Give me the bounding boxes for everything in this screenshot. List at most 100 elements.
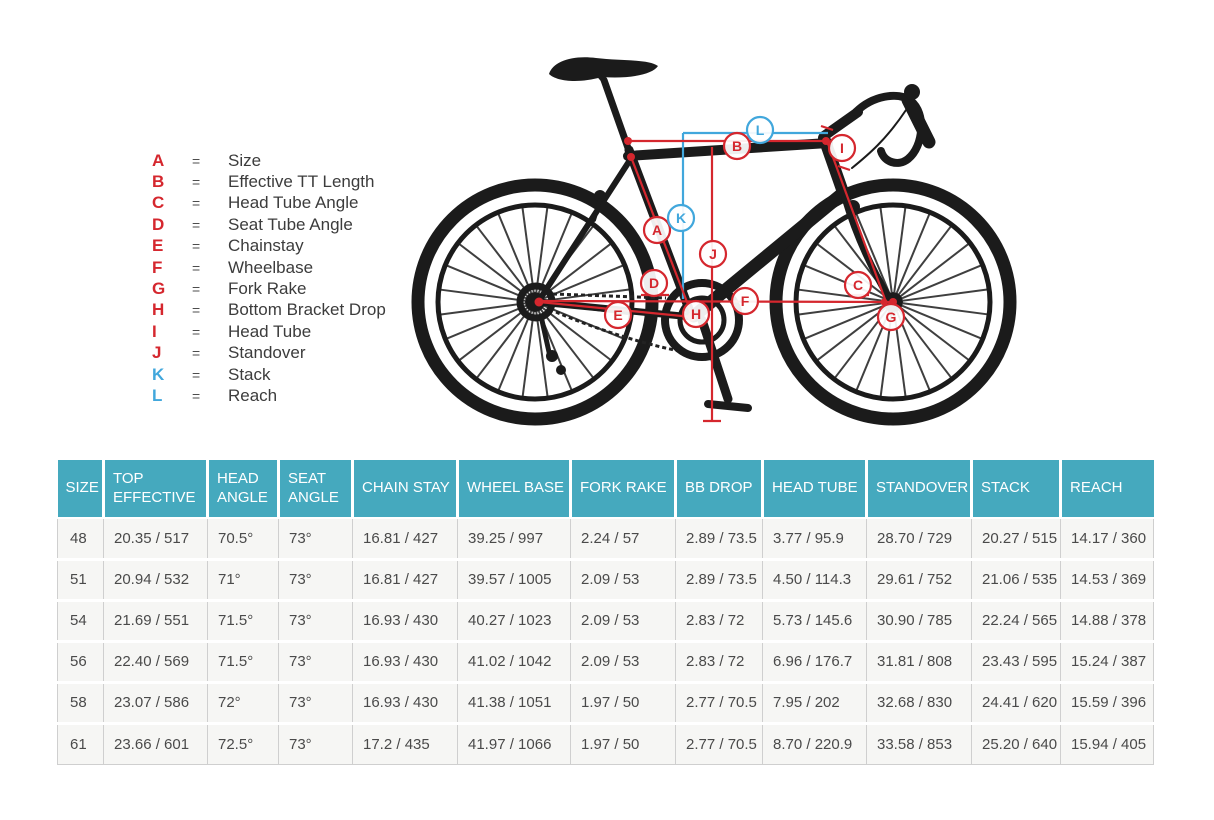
legend-equals-sign: = (192, 216, 201, 233)
table-row: 61 23.66 / 601 72.5° 73° 17.2 / 435 41.97 / 1… (57, 723, 1154, 765)
table-cell: 2.09 / 53 (570, 600, 676, 643)
svg-text:J: J (709, 246, 717, 262)
legend-letter: G (152, 279, 166, 299)
legend-label: Wheelbase (228, 257, 314, 277)
table-cell: 14.88 / 378 (1060, 600, 1154, 643)
marker-g-badge: G (876, 302, 906, 332)
legend-item: H = Bottom Bracket Drop (152, 300, 386, 321)
table-cell: 73° (278, 518, 353, 561)
legend-equals-sign: = (192, 345, 201, 362)
marker-i-badge: I (827, 133, 857, 163)
table-cell: 2.09 / 53 (570, 559, 676, 602)
table-row: 58 23.07 / 586 72° 73° 16.93 / 430 41.38 / 10… (57, 682, 1154, 725)
legend-letter: J (152, 343, 162, 363)
legend-item: E = Chainstay (152, 236, 386, 257)
legend-item: A = Size (152, 150, 386, 171)
marker-e-badge: E (603, 300, 633, 330)
table-cell: 21.69 / 551 (103, 600, 208, 643)
saddle-icon (549, 57, 658, 152)
svg-text:C: C (853, 277, 863, 293)
table-cell: 72° (207, 682, 279, 725)
legend-equals-sign: = (192, 238, 201, 255)
handlebar-icon (819, 84, 936, 169)
table-cell: 2.77 / 70.5 (675, 682, 763, 725)
table-cell: 73° (278, 723, 353, 765)
table-cell: 7.95 / 202 (762, 682, 867, 725)
marker-c-badge: C (843, 270, 873, 300)
svg-text:K: K (676, 210, 686, 226)
legend-label: Head Tube (228, 321, 312, 341)
table-cell: 40.27 / 1023 (457, 600, 571, 643)
table-row: 48 20.35 / 517 70.5° 73° 16.81 / 427 39.25 / … (57, 518, 1154, 561)
marker-a-badge: A (642, 215, 672, 245)
table-cell: 39.57 / 1005 (457, 559, 571, 602)
legend-label: Stack (228, 364, 271, 384)
legend-equals-sign: = (192, 259, 201, 276)
legend-letter: E (152, 236, 164, 256)
legend-letter: B (152, 172, 165, 192)
column-header: REACH (1060, 460, 1154, 519)
table-cell: 23.43 / 595 (971, 641, 1061, 684)
column-header: WHEEL BASE (457, 460, 572, 519)
legend-equals-sign: = (192, 387, 201, 404)
legend-equals-sign: = (192, 174, 201, 191)
svg-text:F: F (741, 293, 750, 309)
legend-label: Fork Rake (228, 279, 307, 299)
legend-label: Reach (228, 385, 278, 405)
table-cell: 16.93 / 430 (352, 682, 458, 725)
table-cell: 58 (57, 682, 104, 725)
table-cell: 2.89 / 73.5 (675, 518, 763, 561)
drivetrain-icon (538, 279, 752, 412)
column-header: CHAIN STAY (352, 460, 459, 519)
table-cell: 48 (57, 518, 104, 561)
table-cell: 73° (278, 559, 353, 602)
table-cell: 56 (57, 641, 104, 684)
legend-equals-sign: = (192, 281, 201, 298)
table-cell: 8.70 / 220.9 (762, 723, 867, 765)
legend-item: G = Fork Rake (152, 278, 386, 299)
column-header: SEAT ANGLE (278, 460, 354, 519)
svg-text:E: E (613, 307, 622, 323)
table-cell: 21.06 / 535 (971, 559, 1061, 602)
table-cell: 24.41 / 620 (971, 682, 1061, 725)
legend-item: D = Seat Tube Angle (152, 214, 386, 235)
column-header: STANDOVER (866, 460, 973, 519)
table-cell: 20.94 / 532 (103, 559, 208, 602)
table-cell: 2.77 / 70.5 (675, 723, 763, 765)
table-cell: 71.5° (207, 641, 279, 684)
table-cell: 5.73 / 145.6 (762, 600, 867, 643)
table-cell: 41.97 / 1066 (457, 723, 571, 765)
table-cell: 16.81 / 427 (352, 518, 458, 561)
column-header: SIZE (57, 460, 105, 519)
svg-text:L: L (756, 122, 765, 138)
legend-label: Bottom Bracket Drop (228, 300, 386, 320)
legend-label: Chainstay (228, 236, 304, 256)
table-cell: 71° (207, 559, 279, 602)
legend-item: B = Effective TT Length (152, 171, 386, 192)
column-header: BB DROP (675, 460, 764, 519)
legend-item: J = Standover (152, 343, 386, 364)
table-cell: 17.2 / 435 (352, 723, 458, 765)
table-row: 56 22.40 / 569 71.5° 73° 16.93 / 430 41.02 / … (57, 641, 1154, 684)
table-cell: 39.25 / 997 (457, 518, 571, 561)
legend-letter: F (152, 257, 163, 277)
table-cell: 16.93 / 430 (352, 641, 458, 684)
table-cell: 71.5° (207, 600, 279, 643)
legend-label: Seat Tube Angle (228, 214, 353, 234)
table-cell: 73° (278, 600, 353, 643)
table-cell: 73° (278, 682, 353, 725)
table-cell: 20.35 / 517 (103, 518, 208, 561)
table-cell: 61 (57, 723, 104, 765)
table-row: 54 21.69 / 551 71.5° 73° 16.93 / 430 40.27 / … (57, 600, 1154, 643)
table-cell: 33.58 / 853 (866, 723, 972, 765)
table-cell: 2.83 / 72 (675, 641, 763, 684)
column-header: HEAD ANGLE (207, 460, 280, 519)
svg-text:B: B (732, 138, 742, 154)
table-row: 51 20.94 / 532 71° 73° 16.81 / 427 39.57 / 10… (57, 559, 1154, 602)
table-cell: 30.90 / 785 (866, 600, 972, 643)
table-cell: 41.02 / 1042 (457, 641, 571, 684)
marker-j-badge: J (698, 239, 728, 269)
legend-letter: A (152, 150, 165, 170)
legend-letter: D (152, 214, 165, 234)
marker-l-badge: L (745, 115, 775, 145)
